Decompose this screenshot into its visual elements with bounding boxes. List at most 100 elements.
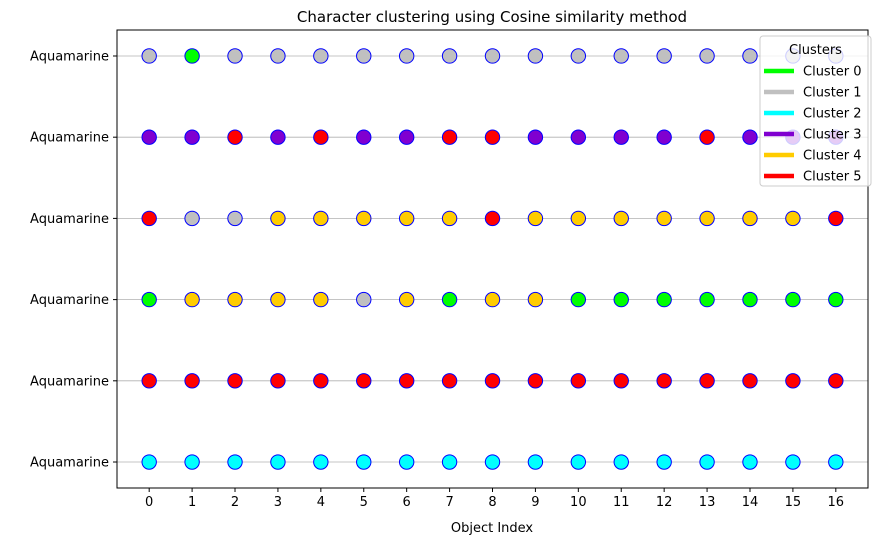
data-point <box>398 454 415 470</box>
data-point <box>828 454 844 470</box>
data-point <box>184 48 200 64</box>
data-point <box>699 454 715 470</box>
legend-title: Clusters <box>789 43 842 58</box>
y-tick-label: Aquamarine <box>30 456 109 471</box>
data-point <box>527 210 544 227</box>
y-tick-label: Aquamarine <box>30 49 109 64</box>
data-point <box>398 291 415 308</box>
data-point <box>699 291 715 308</box>
data-point <box>527 129 544 145</box>
data-point <box>699 373 715 389</box>
x-tick-label: 9 <box>531 495 539 510</box>
data-point <box>828 291 844 308</box>
data-point <box>570 291 587 308</box>
data-point <box>527 373 544 389</box>
data-point <box>184 291 200 308</box>
data-point <box>570 48 587 64</box>
data-point <box>527 291 544 308</box>
data-point <box>484 454 501 470</box>
legend-label: Cluster 5 <box>803 170 862 185</box>
data-point <box>441 373 458 389</box>
data-point <box>441 210 458 227</box>
x-tick-label: 5 <box>360 495 368 510</box>
data-point <box>742 129 758 145</box>
data-point <box>184 373 200 389</box>
data-point <box>313 129 329 145</box>
data-point <box>184 129 200 145</box>
data-point <box>613 373 629 389</box>
data-point <box>742 48 758 64</box>
data-point <box>656 291 672 308</box>
data-point <box>656 454 672 470</box>
x-axis-label: Object Index <box>451 521 534 536</box>
data-point <box>356 129 372 145</box>
data-point <box>270 129 286 145</box>
data-point <box>141 291 157 308</box>
data-point <box>484 129 501 145</box>
data-point <box>785 210 801 227</box>
data-point <box>742 373 758 389</box>
legend-label: Cluster 0 <box>803 65 862 80</box>
legend: Clusters Cluster 0 Cluster 1 Cluster 2 Clust… <box>759 35 872 187</box>
data-point <box>356 210 372 227</box>
data-point <box>828 373 844 389</box>
data-point <box>742 291 758 308</box>
y-tick-label: Aquamarine <box>30 131 109 146</box>
data-point <box>484 373 501 389</box>
x-tick-label: 16 <box>828 495 845 510</box>
data-point <box>313 210 329 227</box>
data-point <box>785 454 801 470</box>
plot-frame <box>116 29 869 489</box>
data-point <box>270 48 286 64</box>
data-point <box>785 291 801 308</box>
legend-box <box>759 35 872 187</box>
data-point <box>356 373 372 389</box>
data-point <box>141 129 157 145</box>
data-point <box>828 210 844 227</box>
data-point <box>441 129 458 145</box>
data-point <box>227 373 243 389</box>
x-tick-label: 13 <box>699 495 716 510</box>
data-point <box>570 129 587 145</box>
data-point <box>227 129 243 145</box>
data-point <box>484 48 501 64</box>
data-point <box>227 454 243 470</box>
data-point <box>398 48 415 64</box>
x-tick-label: 8 <box>488 495 496 510</box>
y-tick-label: Aquamarine <box>30 293 109 308</box>
legend-label: Cluster 2 <box>803 107 862 122</box>
data-point <box>441 48 458 64</box>
legend-label: Cluster 1 <box>803 86 862 101</box>
x-tick-label: 7 <box>445 495 453 510</box>
data-point <box>141 373 157 389</box>
data-point <box>313 48 329 64</box>
data-point <box>613 48 629 64</box>
x-tick-label: 12 <box>656 495 673 510</box>
data-point <box>270 210 286 227</box>
data-point <box>570 454 587 470</box>
data-point <box>227 210 243 227</box>
data-point <box>227 291 243 308</box>
data-point <box>356 48 372 64</box>
data-point <box>613 129 629 145</box>
data-point <box>613 454 629 470</box>
data-point <box>699 129 715 145</box>
y-tick-label: Aquamarine <box>30 212 109 227</box>
data-point <box>527 454 544 470</box>
x-tick-label: 15 <box>785 495 802 510</box>
data-point <box>270 454 286 470</box>
data-point <box>184 454 200 470</box>
data-point <box>656 129 672 145</box>
data-point <box>656 48 672 64</box>
data-point <box>441 291 458 308</box>
x-tick-label: 10 <box>570 495 587 510</box>
data-point <box>313 373 329 389</box>
data-point <box>141 210 157 227</box>
x-tick-label: 1 <box>188 495 196 510</box>
data-point <box>356 291 372 308</box>
data-point <box>141 454 157 470</box>
x-tick-label: 3 <box>274 495 282 510</box>
data-point <box>356 454 372 470</box>
